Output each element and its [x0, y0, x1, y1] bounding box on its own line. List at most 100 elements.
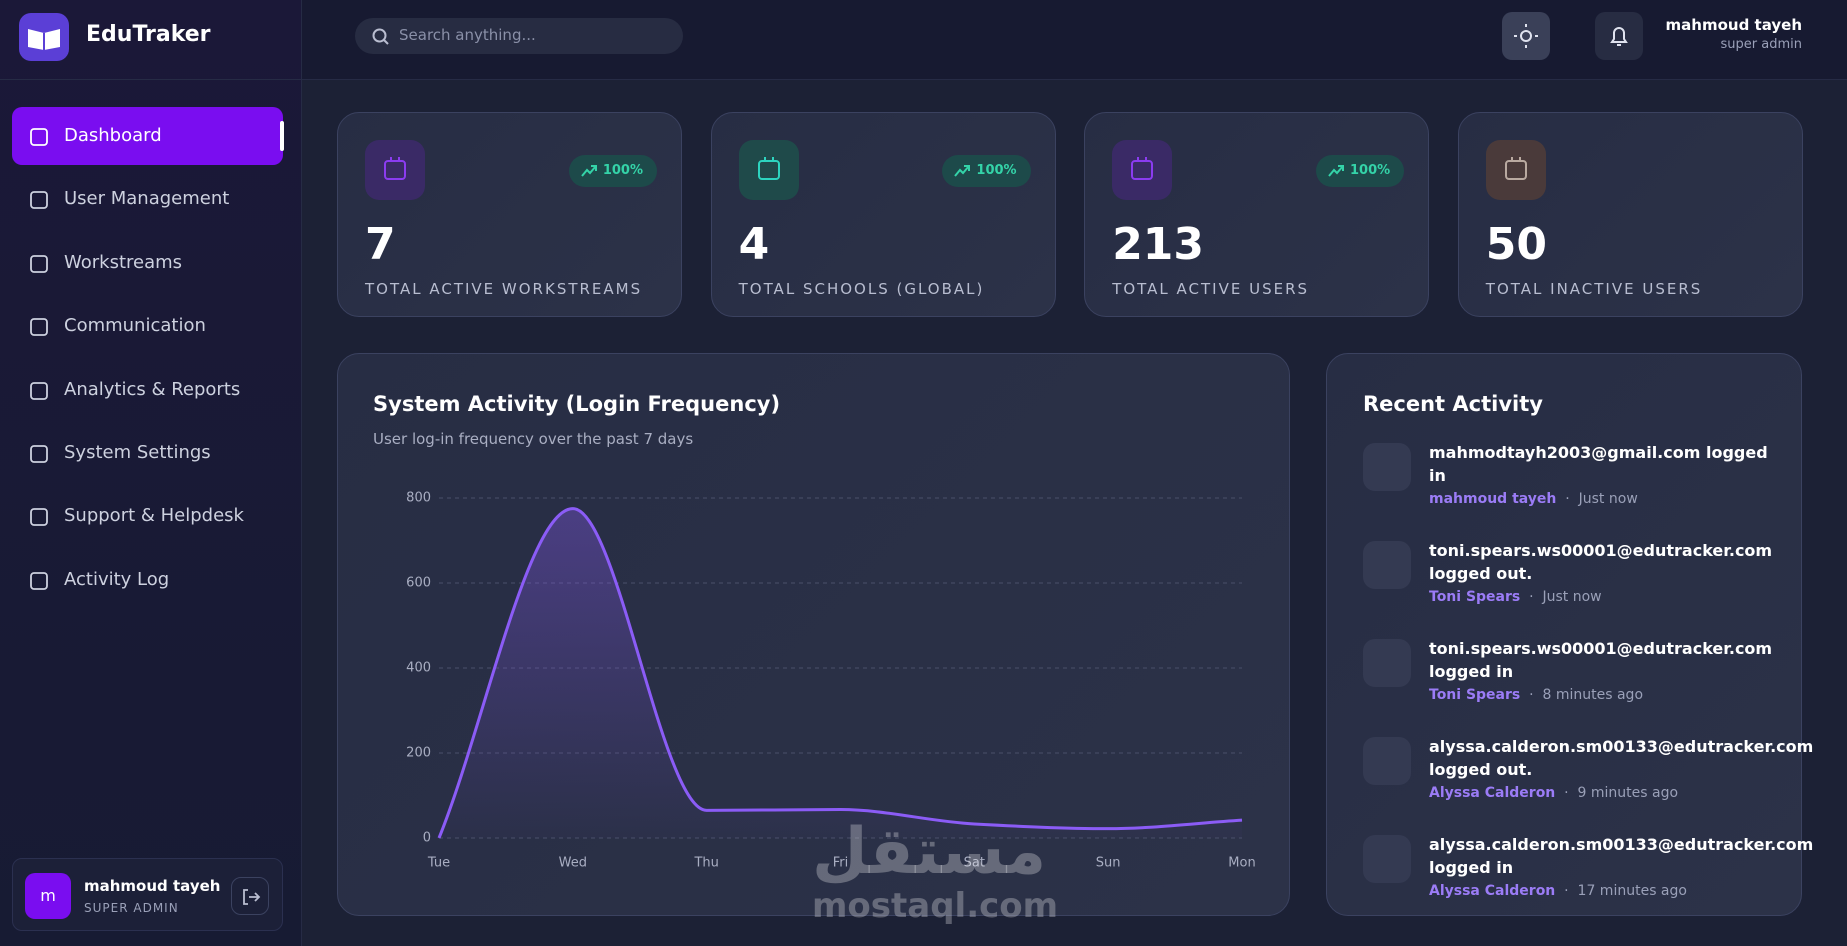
nav-label: User Management: [64, 188, 230, 210]
nav-icon: [30, 381, 48, 400]
logo[interactable]: [19, 13, 69, 61]
x-tick-label: Thu: [693, 856, 718, 871]
nav-item[interactable]: System Settings: [12, 424, 283, 482]
nav-icon: [30, 128, 48, 146]
stat-icon: [1112, 140, 1173, 200]
activity-user: mahmoud tayeh: [1429, 491, 1557, 507]
y-tick-label: 800: [406, 491, 431, 506]
header-user-name[interactable]: mahmoud tayeh: [1665, 16, 1802, 34]
stat-label: TOTAL INACTIVE USERS: [1485, 280, 1703, 298]
stat-card: 100% 7 TOTAL ACTIVE WORKSTREAMS: [337, 112, 682, 317]
activity-avatar: [1363, 541, 1411, 589]
nav-label: Dashboard: [64, 125, 162, 146]
activity-avatar: [1363, 737, 1411, 785]
stat-value: 4: [738, 219, 770, 270]
activity-meta: Alyssa Calderon · 9 minutes ago: [1429, 785, 1678, 801]
activity-user: Toni Spears: [1429, 687, 1521, 703]
stat-badge: 100%: [942, 155, 1031, 187]
logout-button[interactable]: [231, 877, 269, 915]
user-initial: m: [25, 873, 71, 919]
stat-value: 213: [1112, 219, 1205, 270]
nav-label: System Settings: [64, 442, 211, 463]
nav-label: Workstreams: [64, 251, 183, 273]
x-tick-label: Sat: [964, 856, 985, 871]
brand: EduTraker: [86, 22, 211, 47]
activity-time: 9 minutes ago: [1577, 785, 1679, 801]
activity-time: 8 minutes ago: [1542, 687, 1644, 703]
activity-text: toni.spears.ws00001@edutracker.com logge…: [1429, 541, 1773, 583]
chart: 0 200 400 600 800 Tue Wed Thu Fri Sat Sun Mon: [406, 491, 1256, 871]
stat-card: 50 TOTAL INACTIVE USERS: [1457, 112, 1803, 317]
nav-label: Support & Helpdesk: [64, 505, 244, 527]
nav-icon: [30, 508, 48, 527]
stat-badge: 100%: [568, 155, 657, 187]
stat-label: TOTAL SCHOOLS (GLOBAL): [738, 280, 985, 298]
line: [437, 507, 1243, 839]
brand-bar: EduTraker: [0, 0, 302, 80]
nav-item[interactable]: Support & Helpdesk: [12, 487, 283, 545]
nav-item[interactable]: Analytics & Reports: [12, 361, 283, 419]
nav-icon: [30, 445, 48, 463]
user-role: SUPER ADMIN: [84, 901, 179, 915]
activity-meta: Toni Spears · Just now: [1429, 589, 1602, 605]
chart-subtitle: User log-in frequency over the past 7 da…: [373, 430, 694, 448]
y-tick-label: 200: [406, 746, 431, 761]
activity-avatar: [1363, 639, 1411, 687]
separator: ·: [1520, 589, 1543, 605]
activity-time: Just now: [1542, 589, 1602, 605]
nav-icon: [30, 318, 48, 337]
x-tick-label: Fri: [833, 856, 849, 871]
separator: ·: [1555, 785, 1578, 801]
search-box[interactable]: Search anything...: [355, 18, 683, 54]
sidebar-user: m mahmoud tayeh SUPER ADMIN: [12, 858, 283, 931]
x-tick-label: Mon: [1228, 856, 1255, 871]
recent-activity: Recent Activity mahmodtayh2003@gmail.com…: [1326, 353, 1814, 916]
activity-text: mahmodtayh2003@gmail.com logged in: [1429, 443, 1768, 485]
stat-label: TOTAL ACTIVE WORKSTREAMS: [365, 280, 643, 298]
nav-item[interactable]: Communication: [12, 297, 283, 355]
recent-title: Recent Activity: [1363, 392, 1543, 416]
nav-icon: [30, 571, 48, 590]
chart-panel: System Activity (Login Frequency) User l…: [337, 353, 1290, 916]
stat-card: 100% 213 TOTAL ACTIVE USERS: [1084, 112, 1430, 317]
activity-user: Alyssa Calderon: [1429, 883, 1556, 899]
activity-avatar: [1363, 443, 1411, 491]
activity-text: toni.spears.ws00001@edutracker.com logge…: [1429, 639, 1773, 681]
activity-user: Alyssa Calderon: [1429, 785, 1556, 801]
nav-icon: [30, 191, 48, 210]
nav-item[interactable]: Activity Log: [12, 551, 283, 609]
stat-card: 100% 4 TOTAL SCHOOLS (GLOBAL): [710, 112, 1056, 317]
nav-item[interactable]: User Management: [12, 170, 283, 228]
activity-meta: Alyssa Calderon · 17 minutes ago: [1429, 883, 1687, 899]
stat-icon: [738, 140, 799, 200]
watermark-latin: mostaql.com: [812, 886, 1059, 926]
user-name: mahmoud tayeh: [84, 877, 221, 895]
watermark-arabic: مستقل: [812, 815, 1047, 889]
nav-icon: [30, 254, 48, 273]
separator: ·: [1520, 687, 1543, 703]
activity-text: alyssa.calderon.sm00133@edutracker.com l…: [1429, 737, 1814, 779]
activity-user: Toni Spears: [1429, 589, 1521, 605]
header-user-role: super admin: [1720, 37, 1802, 52]
stat-value: 7: [365, 219, 396, 270]
y-tick-label: 400: [406, 661, 431, 676]
activity-time: Just now: [1578, 491, 1638, 507]
chart-title: System Activity (Login Frequency): [373, 392, 781, 416]
activity-meta: Toni Spears · 8 minutes ago: [1429, 687, 1643, 703]
notifications[interactable]: [1595, 12, 1643, 60]
x-tick-label: Sun: [1096, 856, 1121, 871]
y-tick-label: 600: [406, 576, 431, 591]
nav-item[interactable]: Dashboard: [12, 107, 284, 165]
separator: ·: [1556, 491, 1579, 507]
theme-toggle[interactable]: [1502, 12, 1550, 60]
activity-meta: mahmoud tayeh · Just now: [1429, 491, 1638, 507]
activity-avatar: [1363, 835, 1411, 883]
nav-item[interactable]: Workstreams: [12, 234, 283, 292]
x-tick-label: Wed: [559, 856, 587, 871]
y-tick-label: 0: [423, 831, 431, 846]
activity-text: alyssa.calderon.sm00133@edutracker.com l…: [1429, 835, 1814, 877]
x-tick-label: Tue: [427, 856, 450, 871]
stat-value: 50: [1485, 219, 1548, 270]
search-icon: [372, 28, 389, 45]
